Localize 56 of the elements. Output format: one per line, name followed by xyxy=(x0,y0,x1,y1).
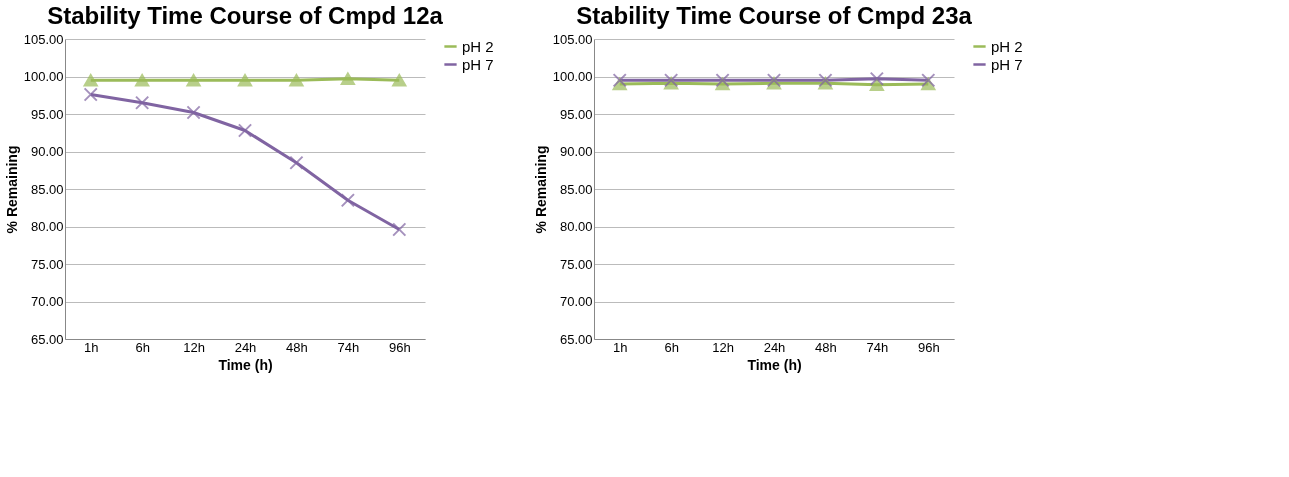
point xyxy=(237,123,253,138)
legend-label: pH 2 xyxy=(462,37,494,55)
y-axis-title: % Remaining xyxy=(532,145,549,234)
point xyxy=(83,73,98,87)
chart-title: Stability Time Course of Cmpd 23a xyxy=(576,2,973,29)
point xyxy=(186,105,201,120)
y-tick-label: 105.00 xyxy=(552,31,593,47)
point xyxy=(340,193,355,208)
legend-label: pH 7 xyxy=(991,55,1023,73)
x-tick-label: 12h xyxy=(712,339,734,355)
y-tick-label: 100.00 xyxy=(23,69,64,84)
y-tick-label: 90.00 xyxy=(30,144,64,159)
x-tick-label: 24h xyxy=(234,339,257,355)
legend-label: pH 2 xyxy=(991,37,1023,55)
point xyxy=(392,222,407,237)
y-tick-label: 80.00 xyxy=(559,219,593,234)
y-tick-label: 65.00 xyxy=(559,331,593,347)
legend-label: pH 7 xyxy=(462,55,494,73)
point xyxy=(392,73,407,87)
x-tick-label: 24h xyxy=(763,339,786,355)
y-tick-label: 105.00 xyxy=(23,31,64,47)
y-tick-label: 95.00 xyxy=(559,106,593,122)
x-axis-title: Time (h) xyxy=(747,356,802,373)
x-tick-label: 74h xyxy=(866,339,889,355)
y-tick-label: 80.00 xyxy=(30,219,64,234)
y-tick-label: 85.00 xyxy=(30,181,64,197)
x-tick-label: 48h xyxy=(286,339,308,355)
y-axis-title: % Remaining xyxy=(3,145,20,234)
y-tick-label: 85.00 xyxy=(559,181,593,197)
point xyxy=(340,72,355,86)
x-tick-label: 1h xyxy=(83,339,99,355)
y-tick-label: 70.00 xyxy=(559,294,593,309)
y-tick-label: 75.00 xyxy=(30,256,64,272)
point xyxy=(135,95,150,110)
point xyxy=(83,87,98,102)
y-tick-label: 90.00 xyxy=(559,144,593,159)
x-tick-label: 12h xyxy=(183,339,205,355)
x-tick-label: 96h xyxy=(388,339,411,355)
point xyxy=(289,155,304,170)
y-tick-label: 100.00 xyxy=(552,69,593,84)
x-tick-label: 74h xyxy=(337,339,360,355)
chart-title: Stability Time Course of Cmpd 12a xyxy=(47,2,444,29)
y-tick-label: 95.00 xyxy=(30,106,64,122)
x-tick-label: 6h xyxy=(135,339,150,355)
x-tick-label: 1h xyxy=(612,339,628,355)
x-tick-label: 6h xyxy=(664,339,679,355)
y-tick-label: 70.00 xyxy=(30,294,64,309)
y-tick-label: 75.00 xyxy=(559,256,593,272)
point xyxy=(135,73,150,87)
y-tick-label: 65.00 xyxy=(30,331,64,347)
x-axis-title: Time (h) xyxy=(218,356,273,373)
point xyxy=(186,73,201,87)
x-tick-label: 96h xyxy=(917,339,940,355)
x-tick-label: 48h xyxy=(815,339,837,355)
point xyxy=(289,73,304,87)
point xyxy=(237,73,253,87)
